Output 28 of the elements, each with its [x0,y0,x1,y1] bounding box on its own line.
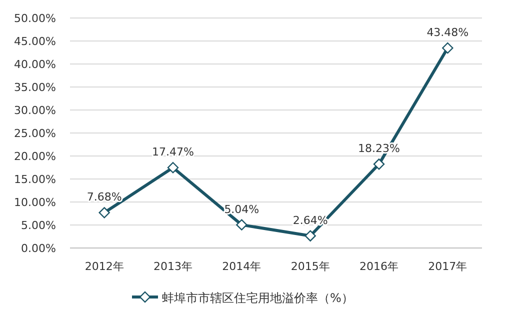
legend-label: 蚌埠市市辖区住宅用地溢价率（%） [162,291,354,305]
y-tick-label: 10.00% [14,196,56,209]
y-tick-label: 40.00% [14,58,56,71]
data-label: 7.68% [86,190,122,204]
point [442,42,454,54]
x-tick-label: 2015年 [290,260,330,273]
y-tick-label: 50.00% [14,12,56,25]
x-tick-label: 2014年 [222,260,262,273]
point [304,230,316,242]
y-tick-label: 15.00% [14,173,56,186]
point [236,219,248,230]
x-tick-label: 2013年 [154,260,192,273]
point [167,162,179,174]
y-tick-label: 20.00% [14,150,56,163]
x-tick-label: 2012年 [84,260,124,273]
data-label: 43.48% [426,26,469,39]
data-label: 5.04% [224,202,260,216]
y-tick-label: 30.00% [14,104,56,117]
y-tick-label: 5.00% [21,219,56,232]
y-tick-label: 0.00% [21,242,56,255]
y-tick-label: 35.00% [14,81,56,94]
x-tick-label: 2017年 [428,260,468,273]
x-tick-label: 2016年 [360,260,398,273]
point [98,207,110,218]
point [373,158,385,170]
y-tick-label: 25.00% [14,127,56,140]
y-tick-label: 45.00% [14,35,56,48]
data-label: 17.47% [152,146,194,159]
